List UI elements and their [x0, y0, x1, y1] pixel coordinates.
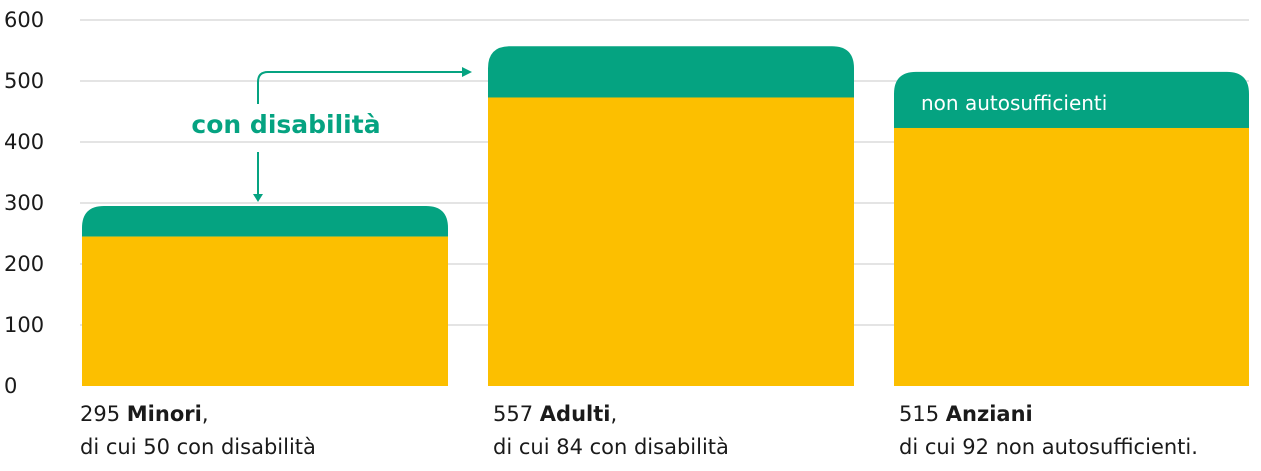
caption-number: 515: [899, 402, 940, 426]
arrowhead-right-icon: [462, 67, 472, 77]
bar-top-segment-adulti: [488, 46, 854, 98]
caption-category: Minori: [126, 402, 202, 426]
caption-detail: di cui 92 non autosufficienti.: [899, 435, 1198, 459]
bar-base-segment-anziani: [894, 127, 1249, 386]
caption-line1: 295 Minori,: [80, 398, 316, 431]
arrowhead-down-icon: [253, 194, 263, 202]
caption-line1: 515 Anziani: [899, 398, 1198, 431]
caption-number: 557: [493, 402, 534, 426]
annotation-arrow-to-adulti: [257, 71, 470, 104]
y-tick-label: 200: [4, 252, 44, 276]
y-tick-label: 300: [4, 191, 44, 215]
caption-detail: di cui 84 con disabilità: [493, 435, 729, 459]
caption-line1: 557 Adulti,: [493, 398, 729, 431]
y-tick-label: 400: [4, 130, 44, 154]
y-axis-ticks: 0 100 200 300 400 500 600: [4, 8, 44, 398]
y-tick-label: 100: [4, 313, 44, 337]
stacked-bar-chart: 0 100 200 300 400 500 600 con disabilità non a…: [4, 8, 1249, 398]
caption-detail: di cui 50 con disabilità: [80, 435, 316, 459]
bars: [82, 46, 1249, 386]
caption-category: Anziani: [945, 402, 1033, 426]
bar-top-segment-minori: [82, 206, 448, 237]
annotations: con disabilità non autosufficienti: [191, 67, 1107, 202]
annotation-non-autosufficienti: non autosufficienti: [921, 91, 1107, 115]
caption-punct: ,: [610, 402, 618, 426]
y-tick-label: 600: [4, 8, 44, 32]
bar-base-segment-minori: [82, 236, 448, 386]
caption-number: 295: [80, 402, 121, 426]
bar-top-segment-anziani: [894, 71, 1249, 128]
caption-adulti: 557 Adulti, di cui 84 con disabilità: [493, 398, 729, 464]
y-tick-label: 0: [4, 374, 17, 398]
caption-minori: 295 Minori, di cui 50 con disabilità: [80, 398, 316, 464]
caption-category: Adulti: [539, 402, 611, 426]
caption-punct: ,: [201, 402, 209, 426]
y-tick-label: 500: [4, 69, 44, 93]
annotation-con-disabilita: con disabilità: [191, 110, 380, 139]
bar-base-segment-adulti: [488, 97, 854, 386]
caption-anziani: 515 Anziani di cui 92 non autosufficient…: [899, 398, 1198, 464]
